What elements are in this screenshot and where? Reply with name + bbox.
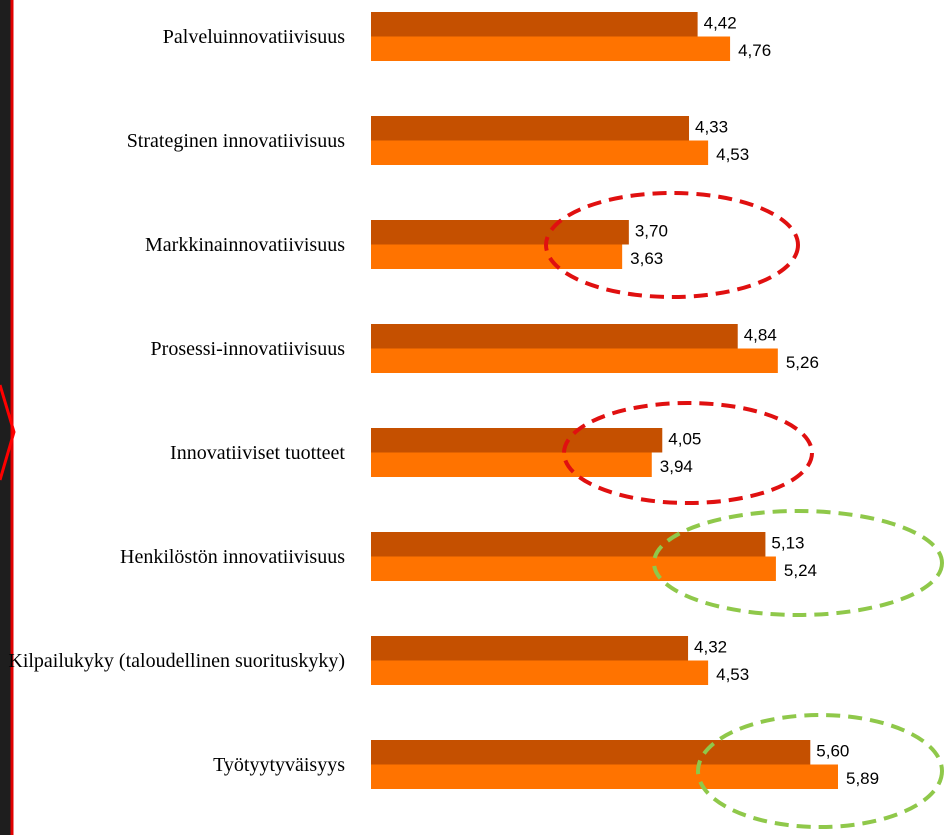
value-label: 4,53 [716,665,749,684]
category-label: Innovatiiviset tuotteet [170,441,345,464]
value-label: 4,33 [695,118,728,137]
bar [371,140,709,165]
bars [371,12,838,789]
value-label: 5,26 [786,353,819,372]
value-label: 4,76 [738,41,771,60]
category-label: Prosessi-innovatiivisuus [150,337,345,360]
value-label: 4,84 [744,326,777,345]
bar [371,764,838,789]
highlight-ellipse [696,713,944,829]
category-label: Henkilöstön innovatiivisuus [120,545,345,568]
category-label: Markkinainnovatiivisuus [145,233,345,256]
bar [371,324,738,349]
category-label: Palveluinnovatiivisuus [162,25,345,48]
bar [371,220,629,245]
bar [371,556,776,581]
highlight-ellipse [562,401,814,505]
category-label: Strateginen innovatiivisuus [126,129,345,152]
highlight-ellipse [544,191,800,299]
value-label: 5,89 [846,769,879,788]
side-arrow [0,384,16,481]
bar [371,452,652,477]
value-label: 5,24 [784,561,817,580]
value-label: 4,32 [694,638,727,657]
highlight-ellipse [652,509,944,617]
bar [371,660,709,685]
value-label: 5,13 [771,534,804,553]
side-strip [0,0,12,835]
bar [371,36,731,61]
category-label: Työtyytyväisyys [213,753,345,776]
bar [371,740,811,765]
bar [371,244,623,269]
value-label: 4,53 [716,145,749,164]
value-label: 3,70 [635,222,668,241]
bar [371,116,690,141]
value-label: 3,94 [660,457,693,476]
value-label: 5,60 [816,742,849,761]
bar [371,348,778,373]
bar [371,12,698,37]
bar [371,532,766,557]
value-label: 4,05 [668,430,701,449]
category-label: Kilpailukyky (taloudellinen suorituskyky… [8,649,345,672]
bar [371,636,689,661]
value-label: 4,42 [704,14,737,33]
value-label: 3,63 [630,249,663,268]
bar [371,428,663,453]
